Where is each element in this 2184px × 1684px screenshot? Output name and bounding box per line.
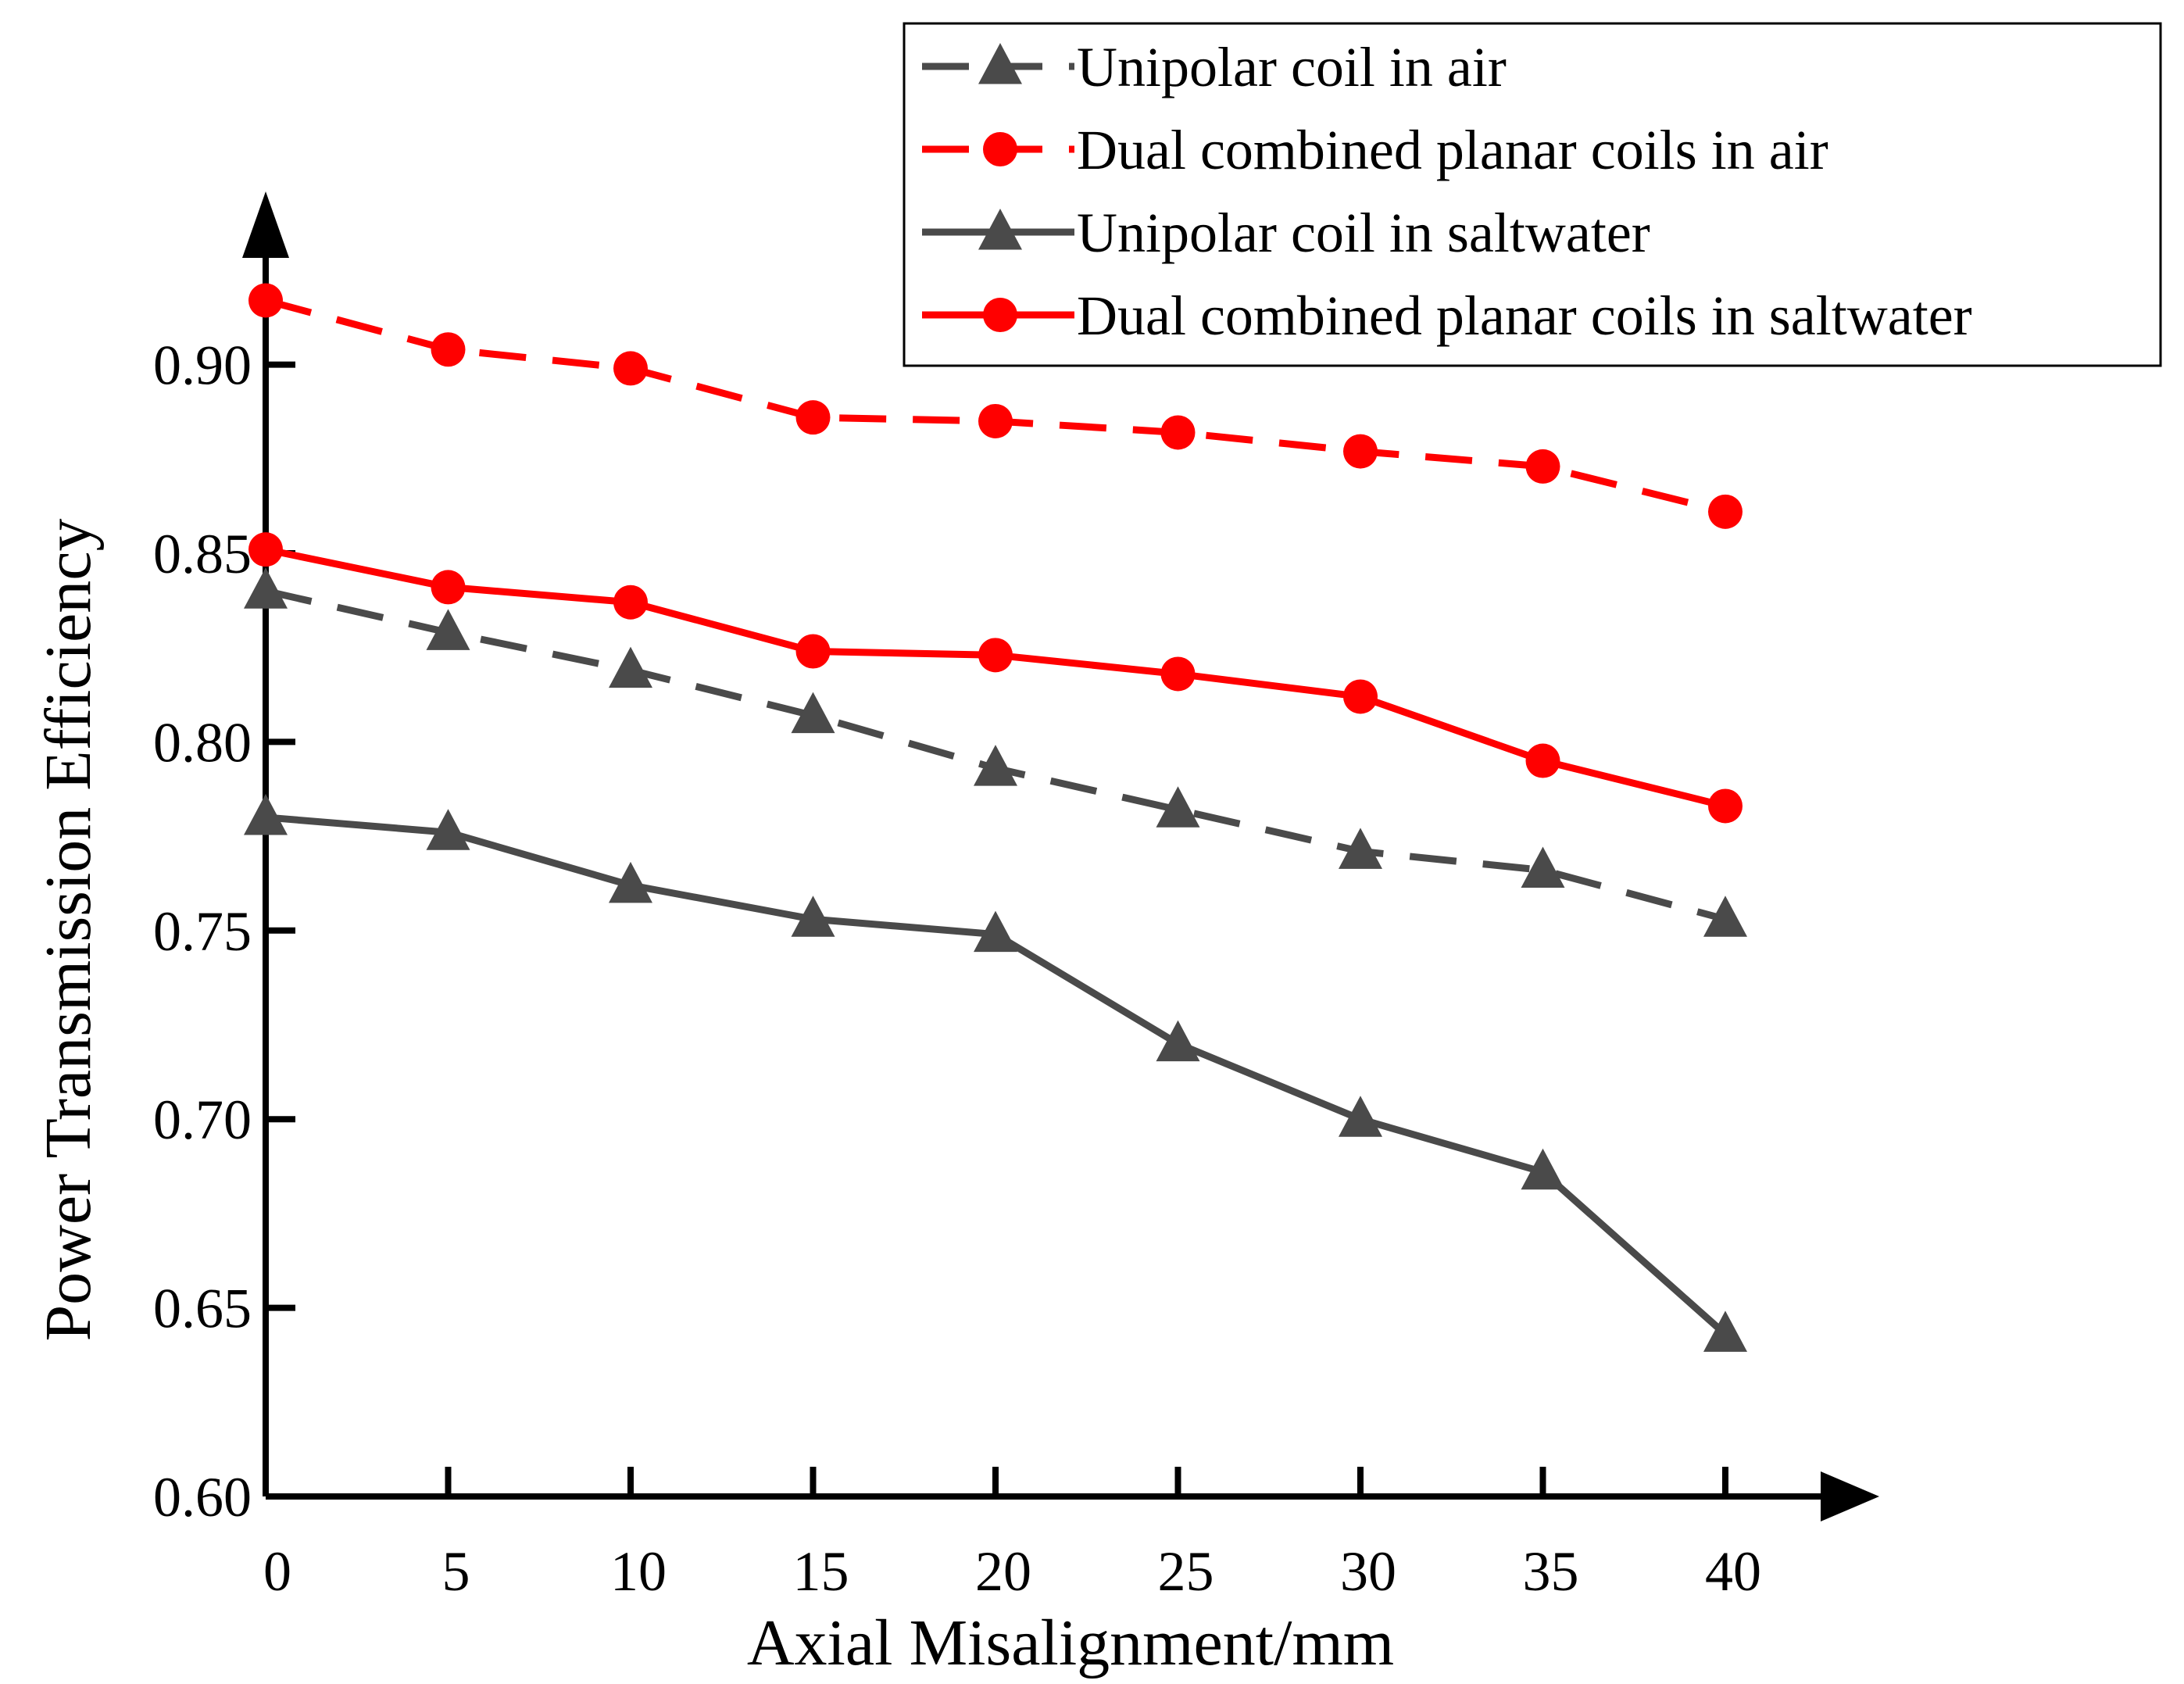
data-point — [795, 634, 831, 669]
data-point — [426, 809, 470, 850]
legend-marker — [978, 209, 1022, 250]
x-axis-title: Axial Misalignment/mm — [747, 1607, 1394, 1679]
data-point — [1343, 434, 1378, 469]
axis-labels: Axial Misalignment/mm Power Transmission… — [32, 518, 1394, 1679]
data-point — [248, 283, 283, 318]
data-point — [426, 609, 470, 650]
legend-marker — [978, 43, 1022, 84]
y-axis-title: Power Transmission Efficiency — [32, 518, 105, 1341]
data-point — [613, 585, 648, 620]
legend-label: Dual combined planar coils in air — [1077, 119, 1828, 181]
data-point — [1343, 679, 1378, 714]
data-point — [613, 351, 648, 386]
data-point — [1525, 449, 1560, 484]
x-tick-label: 30 — [1340, 1540, 1396, 1603]
legend-box — [903, 22, 2162, 367]
legend-label: Unipolar coil in air — [1077, 36, 1507, 98]
data-point — [1525, 743, 1560, 778]
data-point — [609, 861, 652, 903]
data-point — [1156, 1020, 1200, 1062]
x-tick-label: 10 — [610, 1540, 667, 1603]
data-point — [1160, 656, 1196, 692]
data-point — [431, 332, 466, 367]
y-tick-label: 0.70 — [153, 1089, 252, 1151]
data-point — [1708, 494, 1743, 529]
x-tick-label: 25 — [1158, 1540, 1214, 1603]
data-point — [609, 646, 652, 688]
series-2 — [248, 283, 1743, 529]
y-tick-label: 0.75 — [153, 900, 252, 963]
y-tick-label: 0.65 — [153, 1278, 252, 1340]
data-point — [795, 400, 831, 435]
data-point — [431, 570, 466, 605]
data-point — [1339, 828, 1382, 869]
y-tick-label: 0.85 — [153, 523, 252, 585]
data-point — [974, 910, 1017, 953]
legend: Unipolar coil in air Dual combined planar… — [903, 22, 2162, 367]
x-tick-label: 0 — [263, 1540, 291, 1603]
legend-label: Dual combined planar coils in saltwater — [1077, 284, 1972, 347]
data-point — [1339, 1096, 1382, 1137]
series-line — [265, 813, 1728, 1337]
data-point — [1160, 415, 1196, 450]
data-point — [1521, 1148, 1565, 1190]
x-tick-label: 5 — [442, 1540, 470, 1603]
data-point — [1521, 846, 1565, 888]
data-point — [791, 692, 835, 734]
data-point — [978, 403, 1013, 438]
series-layer — [244, 283, 1747, 1352]
data-point — [978, 638, 1013, 673]
legend-label: Unipolar coil in saltwater — [1077, 202, 1650, 264]
legend-marker — [983, 298, 1017, 332]
series-3 — [244, 793, 1747, 1352]
series-4 — [248, 532, 1743, 824]
y-tick-label: 0.90 — [153, 334, 252, 397]
legend-item: Dual combined planar coils in air — [922, 119, 1828, 181]
x-tick-label: 40 — [1705, 1540, 1761, 1603]
y-tick-label: 0.80 — [153, 711, 252, 774]
x-axis-arrow — [1821, 1471, 1879, 1521]
legend-item: Unipolar coil in saltwater — [922, 202, 1650, 264]
x-tick-label: 20 — [975, 1540, 1031, 1603]
data-point — [1708, 788, 1743, 824]
legend-marker — [983, 132, 1017, 166]
data-point — [791, 896, 835, 937]
data-point — [244, 793, 288, 835]
y-tick-label: 0.60 — [153, 1466, 252, 1528]
axes: 0 5 10 15 20 25 30 35 40 0.60 0.65 0.70 0.75 0.80 0.85… — [153, 191, 1879, 1603]
data-point — [244, 567, 288, 609]
data-point — [974, 745, 1017, 786]
data-point — [248, 532, 283, 567]
x-tick-label: 35 — [1523, 1540, 1579, 1603]
data-point — [1156, 786, 1200, 828]
series-1 — [244, 567, 1747, 937]
data-point — [1703, 1310, 1747, 1352]
data-point — [1703, 896, 1747, 937]
x-tick-label: 15 — [793, 1540, 849, 1603]
legend-item: Unipolar coil in air — [922, 36, 1507, 98]
legend-item: Dual combined planar coils in saltwater — [922, 284, 1972, 347]
y-axis-arrow — [242, 191, 289, 258]
